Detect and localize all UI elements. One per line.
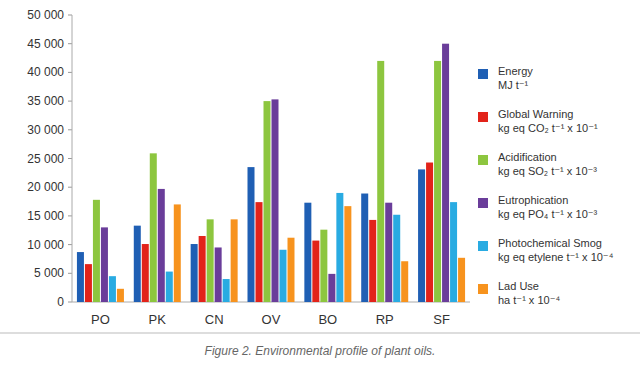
y-tick — [68, 215, 72, 216]
legend-unit: MJ t⁻¹ — [498, 79, 529, 91]
x-tick-label: RP — [376, 312, 394, 327]
y-tick — [68, 15, 72, 16]
bar — [231, 219, 238, 302]
bar — [418, 169, 425, 302]
y-tick — [68, 101, 72, 102]
legend-swatch — [478, 112, 488, 122]
x-axis — [72, 302, 470, 303]
y-tick-label: 35 000 — [27, 94, 64, 108]
y-tick — [68, 302, 72, 303]
bar — [442, 44, 449, 302]
y-tick-label: 25 000 — [27, 152, 64, 166]
bar — [134, 226, 141, 302]
legend-label: Eutrophication — [498, 194, 568, 206]
x-tick-label: SF — [433, 312, 450, 327]
bar — [191, 244, 198, 302]
y-tick-label: 10 000 — [27, 238, 64, 252]
bars — [77, 44, 465, 302]
caption-rule — [0, 333, 640, 334]
legend-label: Photochemical Smog — [498, 237, 602, 249]
y-tick — [68, 244, 72, 245]
y-tick-label: 45 000 — [27, 37, 64, 51]
bar — [304, 203, 311, 302]
bar — [150, 153, 157, 302]
bar — [142, 244, 149, 302]
legend-swatch — [478, 155, 488, 165]
legend-swatch — [478, 241, 488, 251]
y-tick — [68, 43, 72, 44]
bar — [223, 279, 230, 302]
bar — [264, 101, 271, 302]
x-tick-label: CN — [205, 312, 224, 327]
bar — [280, 250, 287, 302]
y-tick — [68, 273, 72, 274]
bar — [320, 230, 327, 302]
bar — [207, 219, 214, 302]
bar — [199, 236, 206, 302]
bar — [248, 167, 255, 302]
y-tick-label: 40 000 — [27, 65, 64, 79]
bar — [344, 206, 351, 302]
bar — [328, 274, 335, 302]
legend-unit: kg eq SO₂ t⁻¹ x 10⁻³ — [498, 165, 597, 177]
bar — [426, 163, 433, 302]
legend-label: Acidification — [498, 151, 557, 163]
legend-unit: ha t⁻¹ x 10⁻⁴ — [498, 294, 560, 306]
caption: Figure 2. Environmental profile of plant… — [205, 344, 436, 358]
legend-swatch — [478, 198, 488, 208]
bar — [85, 264, 92, 302]
bar — [450, 202, 457, 302]
bar — [393, 215, 400, 302]
bar — [369, 220, 376, 302]
legend-swatch — [478, 69, 488, 79]
bar — [385, 203, 392, 302]
bar — [458, 258, 465, 302]
x-tick-label: BO — [318, 312, 337, 327]
bar — [158, 189, 165, 302]
bar — [256, 202, 263, 302]
bar — [336, 193, 343, 302]
bar — [377, 61, 384, 302]
legend-label: Global Warning — [498, 108, 573, 120]
legend-unit: kg eq CO₂ t⁻¹ x 10⁻¹ — [498, 122, 598, 134]
bar — [93, 200, 100, 302]
bar — [272, 99, 279, 302]
y-tick-label: 15 000 — [27, 209, 64, 223]
y-tick-label: 30 000 — [27, 123, 64, 137]
legend-label: Energy — [498, 65, 533, 77]
bar — [109, 276, 116, 302]
y-tick-label: 5 000 — [34, 266, 64, 280]
bar — [312, 241, 319, 302]
y-tick — [68, 187, 72, 188]
y-tick-label: 20 000 — [27, 180, 64, 194]
y-tick — [68, 72, 72, 73]
chart: 0 5 000 10 000 15 000 20 000 25 000 30 000 35 0… — [0, 0, 640, 371]
bar — [401, 261, 408, 302]
bar — [166, 272, 173, 302]
bar — [288, 238, 295, 302]
legend-swatch — [478, 284, 488, 294]
legend-unit: kg eq etylene t⁻¹ x 10⁻⁴ — [498, 251, 614, 263]
legend-unit: kg eq PO₄ t⁻¹ x 10⁻³ — [498, 208, 598, 220]
bar — [174, 204, 181, 302]
x-tick-label: PO — [91, 312, 110, 327]
bar — [434, 61, 441, 302]
x-tick-label: PK — [149, 312, 167, 327]
legend-label: Lad Use — [498, 280, 539, 292]
bar — [215, 247, 222, 302]
y-tick-label: 0 — [57, 295, 64, 309]
bar — [101, 227, 108, 302]
bar — [117, 289, 124, 302]
bar — [77, 252, 84, 302]
y-tick — [68, 129, 72, 130]
y-tick — [68, 158, 72, 159]
bar — [361, 194, 368, 302]
x-tick-label: OV — [262, 312, 281, 327]
y-axis — [72, 15, 73, 302]
y-tick-label: 50 000 — [27, 8, 64, 22]
